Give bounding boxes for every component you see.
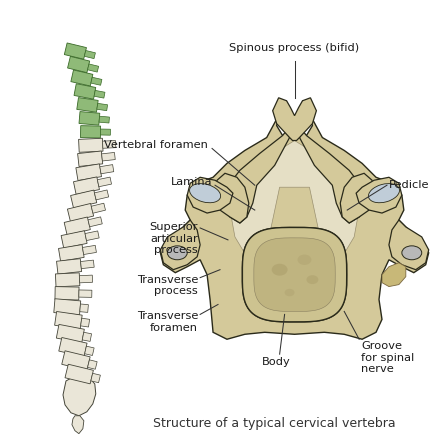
Ellipse shape: [306, 275, 318, 284]
Bar: [61, 231, 87, 248]
Text: Lamina: Lamina: [171, 177, 212, 187]
Bar: [97, 177, 111, 187]
Ellipse shape: [285, 289, 294, 296]
Bar: [82, 332, 91, 341]
Polygon shape: [389, 220, 429, 270]
Bar: [80, 126, 101, 138]
Bar: [94, 90, 105, 98]
Bar: [80, 260, 94, 269]
Bar: [83, 245, 96, 255]
Polygon shape: [242, 228, 347, 322]
Polygon shape: [242, 228, 347, 322]
Ellipse shape: [306, 275, 318, 284]
Polygon shape: [300, 130, 366, 223]
Text: Transverse
foramen: Transverse foramen: [137, 312, 198, 333]
Polygon shape: [340, 173, 374, 223]
Bar: [76, 164, 102, 180]
Bar: [58, 244, 84, 261]
Text: Vertebral foramen: Vertebral foramen: [104, 141, 208, 150]
Ellipse shape: [272, 264, 288, 276]
Bar: [79, 290, 92, 297]
Ellipse shape: [272, 264, 288, 276]
Bar: [80, 275, 93, 283]
Polygon shape: [215, 173, 249, 223]
Ellipse shape: [369, 183, 400, 203]
Bar: [91, 77, 102, 85]
Polygon shape: [273, 98, 316, 141]
Polygon shape: [187, 177, 233, 213]
Bar: [103, 141, 116, 148]
Polygon shape: [160, 220, 200, 270]
Bar: [65, 43, 87, 59]
Bar: [85, 231, 99, 240]
Polygon shape: [356, 177, 402, 213]
Bar: [64, 217, 90, 235]
Bar: [91, 203, 106, 213]
Polygon shape: [382, 263, 406, 286]
Text: Structure of a typical cervical vertebra: Structure of a typical cervical vertebra: [153, 417, 396, 430]
Text: Spinous process (bifid): Spinous process (bifid): [229, 43, 360, 53]
Bar: [68, 57, 90, 72]
Bar: [68, 203, 94, 221]
Bar: [55, 312, 82, 329]
Bar: [71, 190, 97, 208]
Bar: [56, 324, 84, 343]
Polygon shape: [231, 141, 358, 267]
Ellipse shape: [168, 246, 187, 260]
Bar: [80, 304, 88, 312]
Polygon shape: [160, 101, 429, 339]
Bar: [97, 103, 107, 110]
Bar: [88, 217, 102, 227]
Bar: [73, 177, 99, 194]
Bar: [84, 50, 95, 59]
Polygon shape: [254, 238, 335, 312]
Text: Body: Body: [262, 357, 291, 367]
Bar: [102, 152, 115, 161]
Bar: [54, 299, 81, 315]
Text: Transverse
process: Transverse process: [137, 274, 198, 296]
Bar: [91, 373, 100, 383]
Ellipse shape: [297, 255, 312, 265]
Bar: [88, 64, 99, 72]
Bar: [77, 98, 98, 112]
Bar: [100, 164, 114, 174]
Text: Pedicle: Pedicle: [389, 180, 430, 190]
Bar: [62, 351, 90, 370]
Bar: [95, 190, 109, 200]
Polygon shape: [254, 238, 335, 312]
Bar: [78, 151, 103, 167]
Polygon shape: [72, 416, 84, 434]
Ellipse shape: [297, 255, 312, 265]
Bar: [71, 70, 93, 86]
Bar: [55, 273, 80, 287]
Bar: [88, 360, 97, 369]
Text: Groove
for spinal
nerve: Groove for spinal nerve: [361, 341, 414, 374]
Polygon shape: [63, 375, 96, 416]
Bar: [80, 318, 90, 327]
Ellipse shape: [402, 246, 422, 260]
Bar: [100, 129, 110, 135]
Bar: [79, 138, 103, 152]
Bar: [57, 259, 82, 274]
Bar: [55, 286, 79, 300]
Ellipse shape: [285, 289, 294, 296]
Bar: [74, 84, 96, 99]
Polygon shape: [223, 130, 290, 223]
Text: Superior
articular
process: Superior articular process: [150, 222, 198, 255]
Bar: [65, 364, 93, 384]
Bar: [85, 346, 94, 355]
Bar: [79, 111, 100, 125]
Ellipse shape: [190, 183, 221, 203]
Bar: [59, 338, 87, 357]
Bar: [99, 116, 110, 123]
